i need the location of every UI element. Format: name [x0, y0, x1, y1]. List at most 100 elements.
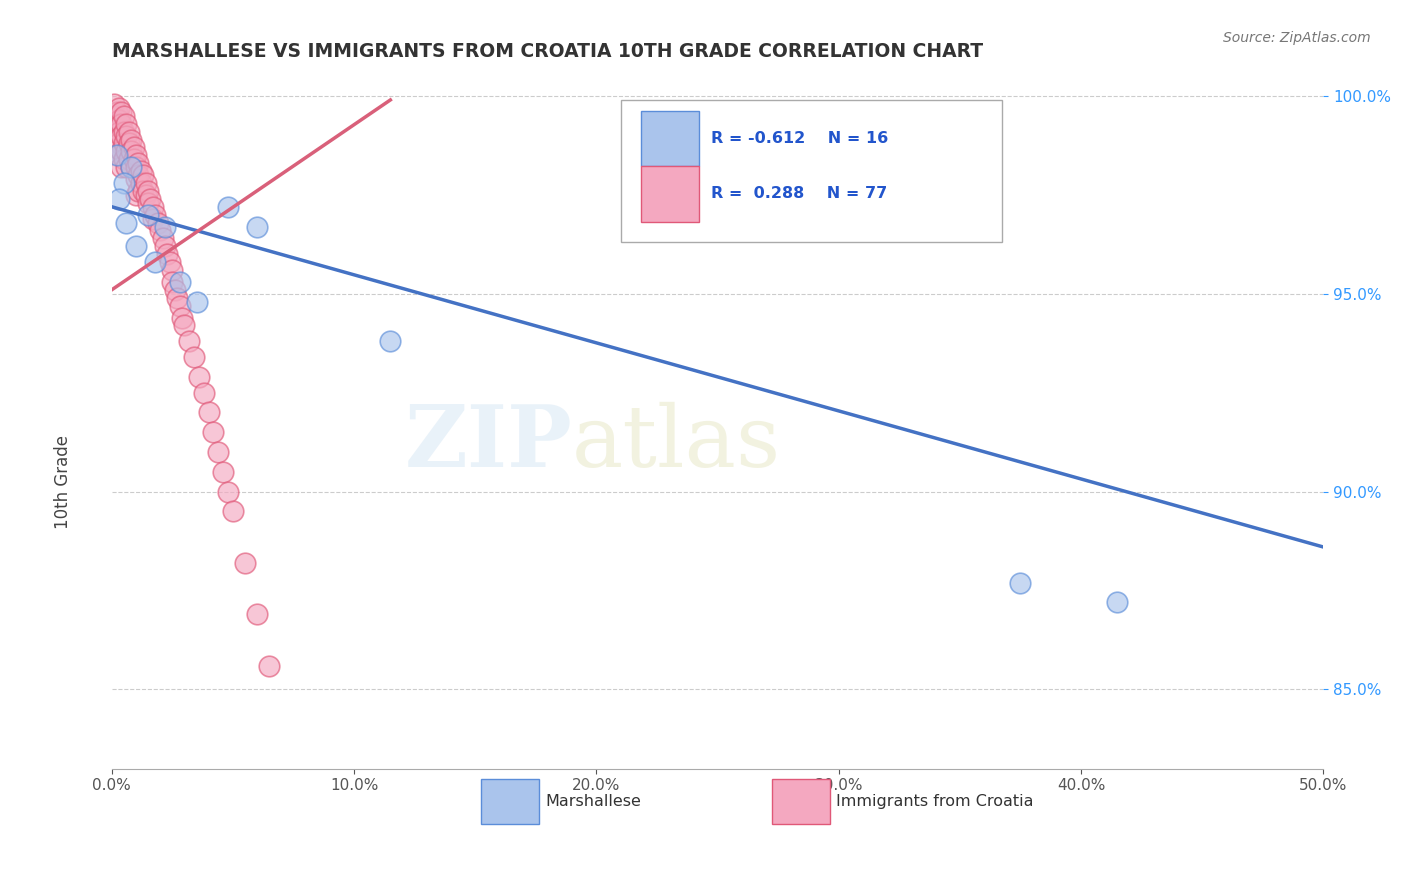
Point: [115, 145, 138, 159]
Point: [153, 239, 176, 253]
FancyBboxPatch shape: [481, 779, 540, 824]
Point: [127, 168, 149, 182]
Point: [103, 96, 125, 111]
Point: [246, 219, 269, 234]
Point: [142, 200, 165, 214]
Point: [110, 128, 132, 143]
Point: [152, 231, 174, 245]
Point: [120, 160, 142, 174]
Point: [112, 136, 135, 151]
Point: [118, 125, 141, 139]
Text: Marshallese: Marshallese: [546, 794, 641, 809]
Point: [169, 275, 191, 289]
Point: [129, 176, 152, 190]
Point: [115, 128, 138, 143]
Point: [143, 208, 166, 222]
Point: [103, 109, 125, 123]
Point: [112, 109, 135, 123]
Point: [103, 125, 125, 139]
Point: [246, 607, 269, 622]
Point: [233, 556, 256, 570]
Point: [217, 200, 239, 214]
Point: [173, 318, 195, 333]
Point: [136, 208, 159, 222]
Point: [170, 310, 193, 325]
Point: [108, 125, 131, 139]
FancyBboxPatch shape: [641, 111, 699, 166]
Point: [127, 184, 149, 198]
Point: [127, 156, 149, 170]
Point: [125, 148, 148, 162]
Point: [156, 247, 179, 261]
Point: [186, 294, 208, 309]
Point: [120, 145, 142, 159]
FancyBboxPatch shape: [620, 101, 1002, 243]
Point: [202, 425, 225, 440]
Point: [183, 350, 205, 364]
Point: [153, 219, 176, 234]
FancyBboxPatch shape: [641, 166, 699, 221]
Point: [125, 160, 148, 174]
Point: [110, 160, 132, 174]
Point: [197, 405, 219, 419]
Point: [122, 140, 145, 154]
Point: [136, 184, 159, 198]
Point: [132, 168, 155, 182]
Point: [108, 148, 131, 162]
Point: [125, 239, 148, 253]
Point: [163, 283, 186, 297]
Text: R = -0.612    N = 16: R = -0.612 N = 16: [711, 131, 889, 146]
Point: [207, 445, 229, 459]
Point: [136, 195, 159, 210]
Point: [110, 117, 132, 131]
Point: [105, 132, 128, 146]
Point: [135, 187, 157, 202]
Point: [162, 263, 184, 277]
Point: [129, 164, 152, 178]
Point: [162, 275, 184, 289]
Point: [122, 153, 145, 167]
Point: [108, 192, 131, 206]
Point: [112, 176, 135, 190]
Point: [193, 385, 215, 400]
Point: [108, 101, 131, 115]
Point: [115, 117, 138, 131]
Point: [169, 299, 191, 313]
Point: [142, 211, 165, 226]
Point: [135, 176, 157, 190]
Point: [1010, 575, 1032, 590]
Point: [179, 334, 201, 349]
Point: [159, 255, 181, 269]
Point: [125, 187, 148, 202]
Text: MARSHALLESE VS IMMIGRANTS FROM CROATIA 10TH GRADE CORRELATION CHART: MARSHALLESE VS IMMIGRANTS FROM CROATIA 1…: [111, 42, 983, 61]
Point: [1107, 595, 1129, 609]
Text: ZIP: ZIP: [405, 401, 572, 485]
Point: [105, 104, 128, 119]
Point: [187, 370, 209, 384]
Point: [146, 216, 169, 230]
Point: [105, 117, 128, 131]
Point: [166, 291, 188, 305]
Point: [112, 125, 135, 139]
Point: [108, 136, 131, 151]
Point: [120, 132, 142, 146]
Point: [112, 153, 135, 167]
Point: [118, 136, 141, 151]
Point: [110, 104, 132, 119]
Point: [380, 334, 402, 349]
Text: Source: ZipAtlas.com: Source: ZipAtlas.com: [1223, 31, 1371, 45]
Point: [115, 160, 138, 174]
Point: [139, 192, 162, 206]
Point: [217, 484, 239, 499]
Point: [132, 184, 155, 198]
Text: R =  0.288    N = 77: R = 0.288 N = 77: [711, 186, 887, 202]
Point: [149, 223, 172, 237]
Point: [110, 145, 132, 159]
Text: Immigrants from Croatia: Immigrants from Croatia: [837, 794, 1033, 809]
Point: [105, 148, 128, 162]
Text: 10th Grade: 10th Grade: [55, 434, 72, 529]
Point: [212, 465, 235, 479]
Point: [125, 172, 148, 186]
Point: [118, 153, 141, 167]
Point: [257, 658, 280, 673]
